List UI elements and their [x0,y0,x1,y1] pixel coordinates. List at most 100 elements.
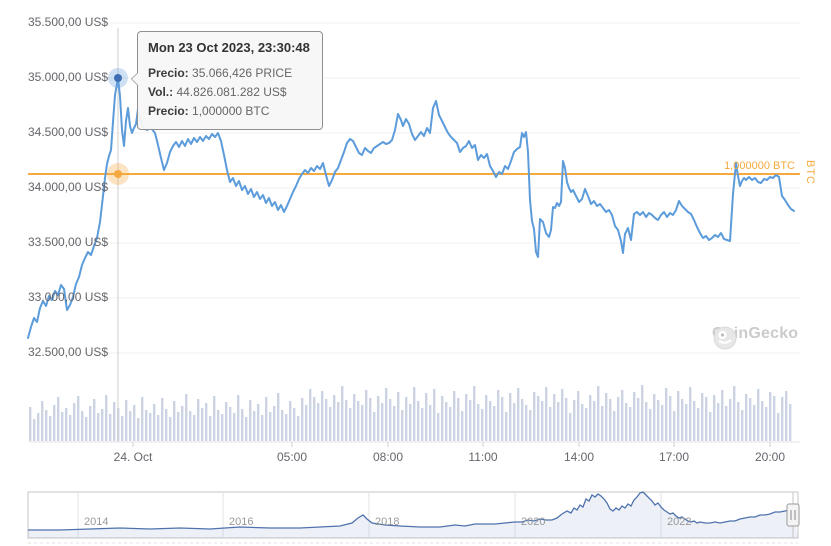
volume-bar [221,414,224,441]
volume-bar [353,394,356,441]
tooltip-row-btc: Precio: 1,000000 BTC [148,102,312,121]
volume-bar [177,412,180,441]
tooltip-value: 44.826.081.282 US$ [176,85,287,99]
volume-bar [617,397,620,441]
navigator-track[interactable] [27,491,799,539]
x-axis-label: 05:00 [276,450,308,464]
volume-bar [125,400,128,441]
volume-bar [625,403,628,441]
volume-bar [701,393,704,441]
reference-line-label: 1,000000 BTC [724,160,795,172]
volume-bar [265,397,268,441]
volume-bar [29,407,32,441]
volume-bar [745,394,748,441]
volume-bar [461,411,464,441]
price-tooltip: Mon 23 Oct 2023, 23:30:48 Precio: 35.066… [131,31,323,130]
volume-bar [181,406,184,441]
volume-bar [93,399,96,441]
volume-bar [573,400,576,441]
volume-bar [245,417,248,441]
volume-bar [233,413,236,441]
volume-bar [549,407,552,441]
volume-bar [769,392,772,441]
volume-bar [529,410,532,441]
volume-bar [365,390,368,441]
y-axis-label: 34.000,00 US$ [28,180,109,194]
volume-bar [633,392,636,441]
price-line[interactable] [27,77,795,339]
volume-bar [657,400,660,441]
volume-bar [137,418,140,441]
volume-bar [377,396,380,441]
volume-bar [465,394,468,441]
volume-bar [765,407,768,441]
volume-bar [369,398,372,441]
volume-bar [405,397,408,441]
volume-bar [385,388,388,441]
volume-bar [361,405,364,441]
volume-bar [329,407,332,441]
reference-axis-label: BTC [804,160,816,185]
x-axis-label: 17:00 [658,450,690,464]
volume-bar [373,412,376,441]
volume-bar [257,404,260,441]
volume-bar [577,391,580,441]
coingecko-logo-icon [713,326,737,350]
volume-bar [673,411,676,441]
volume-bar [445,402,448,441]
volume-bar [749,398,752,441]
volume-bar [433,389,436,441]
volume-bar [593,401,596,441]
tooltip-label: Precio: [148,66,189,80]
volume-bar [653,394,656,441]
volume-bar [481,409,484,441]
volume-bar [101,409,104,441]
volume-bar [777,413,780,441]
volume-bar [121,416,124,441]
volume-bar [781,397,784,441]
volume-bar [541,401,544,441]
volume-bar [645,402,648,441]
volume-bar [409,404,412,441]
volume-bar [345,400,348,441]
volume-bar [241,409,244,441]
volume-bar [485,395,488,441]
volume-bar [165,409,168,441]
volume-bar [301,398,304,441]
volume-bar [505,412,508,441]
x-axis-label: 11:00 [468,450,498,464]
volume-bar [201,408,204,441]
volume-bar [85,417,88,441]
volume-bar [217,410,220,441]
volume-bar [161,398,164,441]
reference-marker-dot [114,170,122,178]
volume-bar [785,391,788,441]
volume-bar [473,386,476,441]
navigator-handle[interactable] [786,503,800,527]
volume-bar [621,390,624,441]
volume-bar [209,416,212,441]
volume-bar [521,399,524,441]
volume-bar [717,403,720,441]
volume-bar [429,405,432,441]
volume-bar [501,397,504,441]
volume-bar [733,386,736,441]
volume-bar [49,416,52,441]
y-axis-label: 35.000,00 US$ [28,70,109,84]
y-axis-label: 34.500,00 US$ [28,125,109,139]
navigator-area [28,492,798,538]
volume-bar [693,401,696,441]
volume-bar [613,411,616,441]
volume-bar [105,395,108,441]
volume-bar [357,401,360,441]
volume-bar [97,413,100,441]
volume-bar [441,396,444,441]
volume-bar [713,395,716,441]
volume-bar [537,396,540,441]
volume-bar [393,406,396,441]
volume-bar [561,389,564,441]
tooltip-row-volume: Vol.: 44.826.081.282 US$ [148,83,312,102]
volume-bar [61,412,64,441]
